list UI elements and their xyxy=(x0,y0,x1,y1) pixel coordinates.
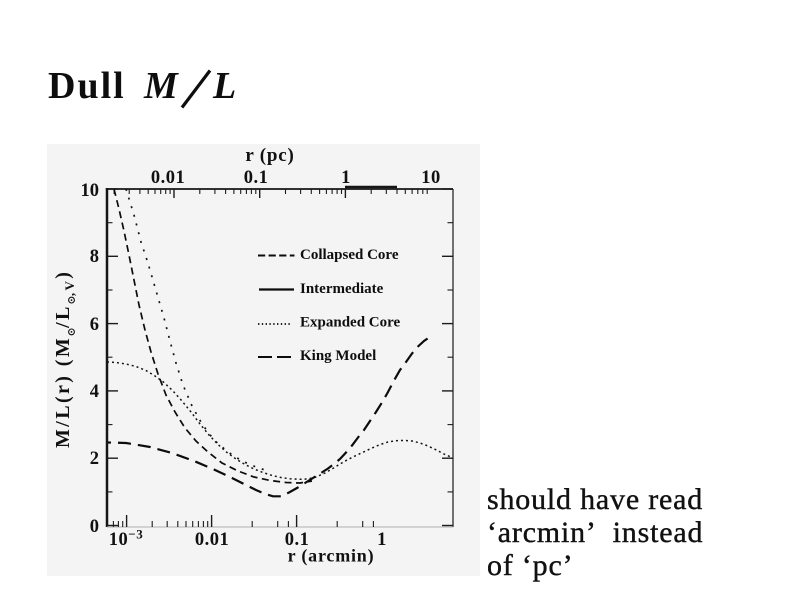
svg-text:/L: /L xyxy=(52,304,74,329)
svg-text:0.1: 0.1 xyxy=(244,168,269,188)
svg-text:): ) xyxy=(52,270,74,279)
svg-text:6: 6 xyxy=(90,315,99,335)
svg-text:Collapsed Core: Collapsed Core xyxy=(300,247,399,263)
svg-text:0: 0 xyxy=(90,517,99,537)
svg-text:1: 1 xyxy=(341,168,351,188)
svg-text:M: M xyxy=(143,65,179,107)
svg-text:1: 1 xyxy=(377,530,387,550)
svg-text:,V: ,V xyxy=(62,279,77,296)
svg-text:Expanded Core: Expanded Core xyxy=(300,315,401,331)
svg-text:King Model: King Model xyxy=(300,348,376,364)
svg-text:10: 10 xyxy=(421,168,441,188)
svg-text:8: 8 xyxy=(90,247,99,267)
svg-text:Intermediate: Intermediate xyxy=(300,281,384,297)
svg-text:2: 2 xyxy=(90,449,99,469)
svg-text:r (pc): r (pc) xyxy=(245,145,294,166)
svg-text:0.01: 0.01 xyxy=(151,168,185,188)
svg-text:r (arcmin): r (arcmin) xyxy=(288,546,375,567)
svg-text:0.1: 0.1 xyxy=(285,530,310,550)
svg-text:10: 10 xyxy=(81,181,100,201)
svg-text:Dull: Dull xyxy=(48,65,126,107)
svg-text:0.01: 0.01 xyxy=(195,530,229,550)
svg-text:L: L xyxy=(212,65,236,107)
svg-text:M/L(r) (M: M/L(r) (M xyxy=(52,336,74,448)
svg-text:4: 4 xyxy=(90,382,99,402)
